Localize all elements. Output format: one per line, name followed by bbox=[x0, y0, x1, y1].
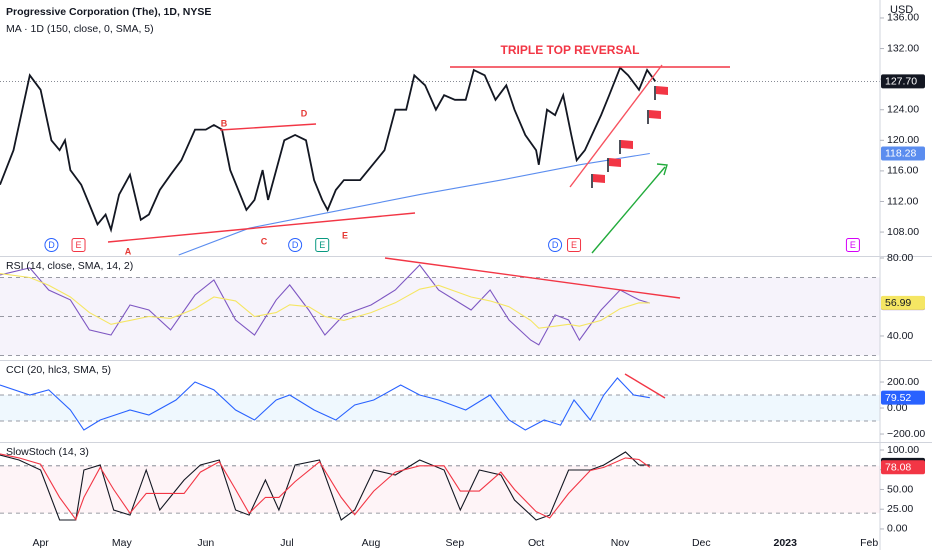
band-fill bbox=[0, 395, 880, 422]
event-label: E bbox=[571, 240, 577, 250]
event-label: E bbox=[76, 240, 82, 250]
event-label: D bbox=[48, 240, 55, 250]
pane-label: RSI (14, close, SMA, 14, 2) bbox=[6, 260, 133, 272]
y-tick-label: 136.00 bbox=[887, 12, 919, 24]
x-tick-label: Aug bbox=[362, 537, 381, 549]
arrow-line bbox=[591, 166, 666, 254]
y-tick-label: 0.00 bbox=[887, 402, 908, 414]
support-trendline bbox=[107, 212, 416, 243]
y-tick-label: 50.00 bbox=[887, 483, 913, 495]
y-tick-label: 100.00 bbox=[887, 444, 919, 456]
series-line bbox=[0, 453, 651, 521]
y-tick-label: 116.00 bbox=[887, 165, 918, 177]
y-tick-label: 132.00 bbox=[887, 42, 919, 54]
last-value-badge bbox=[881, 74, 925, 89]
annotation: A bbox=[125, 246, 132, 256]
y-tick-label: 0.00 bbox=[887, 523, 908, 535]
unit: USD bbox=[890, 4, 913, 16]
pane-label: CCI (20, hlc3, SMA, 5) bbox=[6, 364, 111, 376]
y-tick-label: 40.00 bbox=[887, 330, 913, 342]
event-label: E bbox=[850, 240, 856, 250]
flag bbox=[654, 86, 668, 100]
y-tick-label: 200.00 bbox=[887, 376, 919, 388]
annotation: TRIPLE TOP REVERSAL bbox=[501, 43, 640, 57]
y-tick-label: 108.00 bbox=[887, 226, 919, 238]
series-line bbox=[0, 451, 650, 521]
annotation: C bbox=[261, 236, 268, 246]
band-fill bbox=[0, 465, 880, 514]
flag bbox=[619, 140, 633, 154]
y-tick-label: 25.00 bbox=[887, 503, 913, 515]
cci-divergence-line bbox=[624, 373, 666, 399]
x-tick-label: Feb bbox=[860, 537, 878, 549]
annotation: B bbox=[221, 118, 228, 128]
x-tick-label: Jul bbox=[280, 537, 293, 549]
annotation: D bbox=[301, 108, 308, 118]
x-tick-label: Apr bbox=[32, 537, 49, 549]
flag bbox=[647, 110, 661, 124]
x-tick-label: 2023 bbox=[774, 537, 798, 549]
event-marker bbox=[315, 238, 330, 252]
rsi-divergence-line bbox=[384, 257, 681, 299]
x-tick-label: Oct bbox=[528, 537, 544, 549]
series-line bbox=[0, 264, 650, 346]
last-value-badge bbox=[881, 390, 925, 405]
drawings bbox=[107, 64, 730, 399]
event-marker bbox=[845, 238, 860, 252]
series-line bbox=[0, 377, 650, 431]
event-marker bbox=[567, 238, 582, 252]
chart-title: Progressive Corporation (The), 1D, NYSE bbox=[6, 6, 211, 18]
series-line bbox=[0, 273, 650, 329]
event-label: D bbox=[292, 240, 299, 250]
pane-label: SlowStoch (14, 3) bbox=[6, 446, 89, 458]
bands bbox=[0, 81, 880, 514]
last-value-label: 79.52 bbox=[885, 392, 911, 404]
y-tick-label: −200.00 bbox=[887, 428, 925, 440]
flags bbox=[591, 86, 668, 188]
last-value-label: 118.28 bbox=[885, 148, 916, 160]
rising-trendline bbox=[569, 64, 663, 188]
flag bbox=[607, 158, 621, 172]
last-value-badge bbox=[881, 146, 925, 161]
last-value-badge bbox=[881, 295, 925, 310]
y-tick-label: 124.00 bbox=[887, 104, 919, 116]
event-marker bbox=[71, 238, 86, 252]
x-tick-label: Jun bbox=[197, 537, 214, 549]
x-tick-label: Nov bbox=[611, 537, 630, 549]
event-marker bbox=[548, 238, 563, 252]
last-value-badge bbox=[881, 460, 925, 475]
arrow-head bbox=[656, 163, 668, 176]
event-marker bbox=[44, 238, 59, 252]
flag bbox=[591, 174, 605, 188]
last-value-label: 56.99 bbox=[885, 297, 911, 309]
y-tick-label: 112.00 bbox=[887, 195, 918, 207]
y-tick-label: 120.00 bbox=[887, 134, 919, 146]
last-value-label: 127.70 bbox=[885, 76, 917, 88]
y-tick-label: 80.00 bbox=[887, 252, 913, 264]
series-layer bbox=[0, 66, 657, 521]
series-line bbox=[0, 66, 657, 234]
x-tick-label: Sep bbox=[446, 537, 465, 549]
event-label: D bbox=[552, 240, 559, 250]
ma-label: MA · 1D (150, close, 0, SMA, 5) bbox=[6, 23, 154, 35]
last-value-label: 78.08 bbox=[885, 462, 911, 474]
annotation: E bbox=[342, 230, 348, 240]
x-tick-label: May bbox=[112, 537, 133, 549]
x-tick-label: Dec bbox=[692, 537, 711, 549]
event-label: E bbox=[319, 240, 325, 250]
bd-line bbox=[219, 123, 317, 131]
event-marker bbox=[288, 238, 303, 252]
